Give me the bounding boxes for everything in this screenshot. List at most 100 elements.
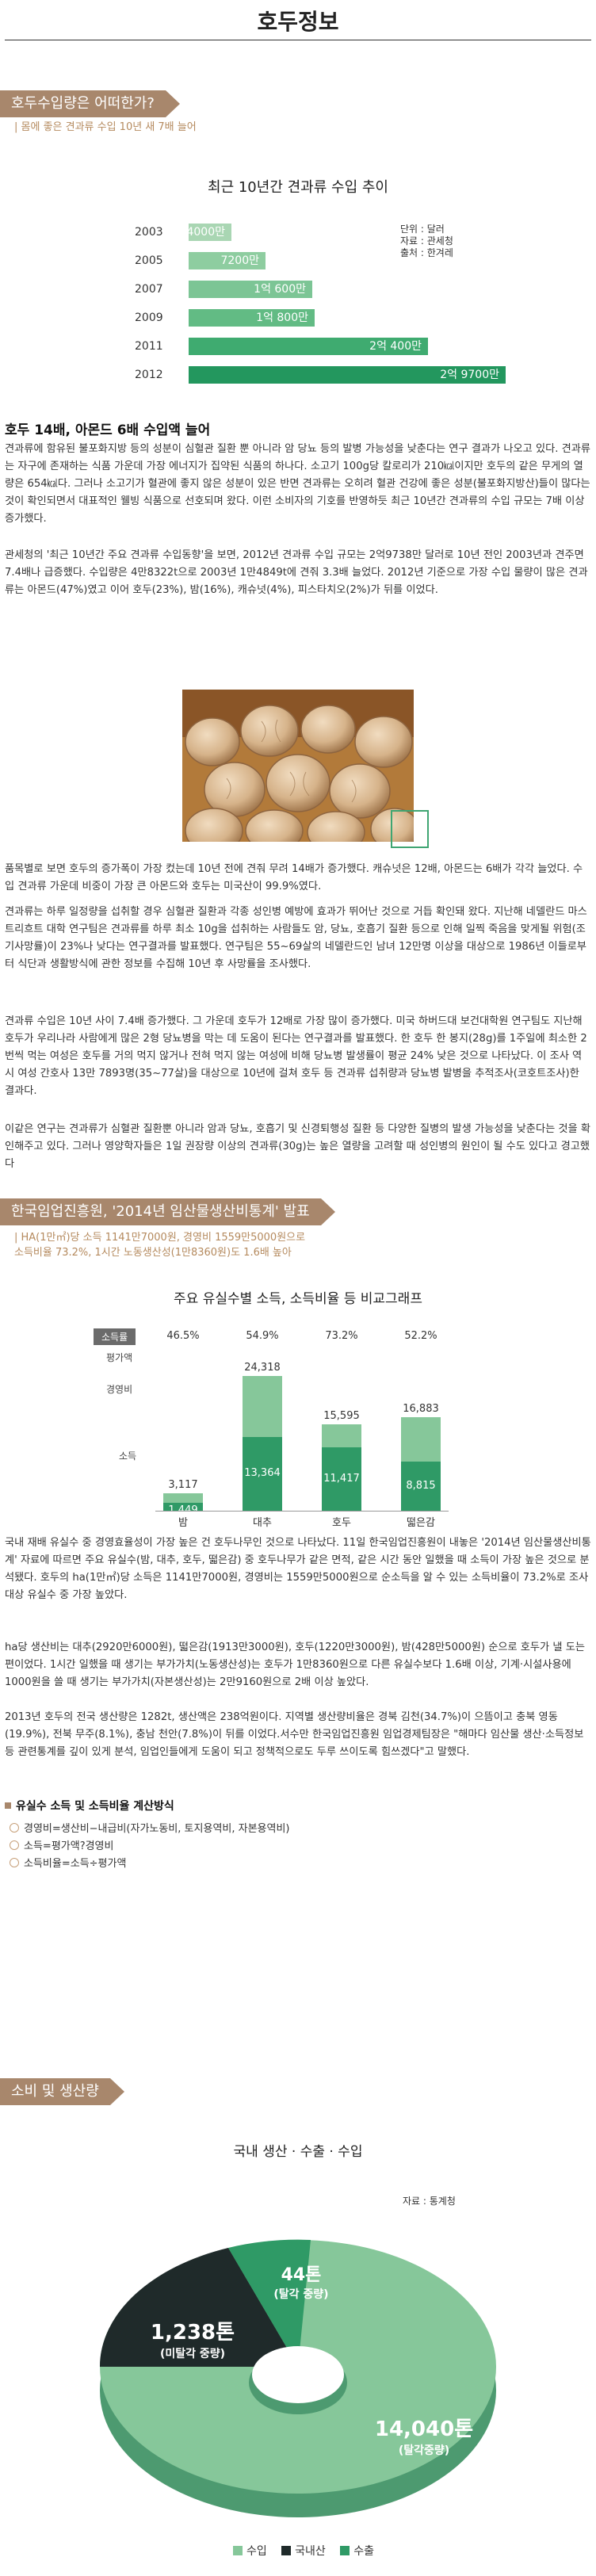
income-value: 13,364 xyxy=(244,1467,281,1479)
import-note: (탈각중량) xyxy=(398,2444,450,2457)
income-value: 1,449 xyxy=(168,1504,198,1516)
import-bar-year: 2012 xyxy=(135,369,163,381)
article-heading: 호두 14배, 아몬드 6배 수입액 늘어 xyxy=(5,422,211,438)
method-item: 소득=평가액?경영비 xyxy=(10,1837,113,1852)
import-value: 14,040톤 xyxy=(374,2417,474,2441)
legend-swatch-export xyxy=(340,2546,350,2555)
square-bullet-icon xyxy=(5,1802,11,1809)
legend-swatch-import xyxy=(232,2546,243,2555)
baseline xyxy=(155,1511,449,1512)
import-bar-year: 2007 xyxy=(135,283,163,296)
cost-axis-label: 경영비 xyxy=(106,1384,133,1395)
category-label: 대추 xyxy=(253,1517,272,1529)
import-bar-year: 2011 xyxy=(135,340,163,353)
article-paragraph: 국내 재배 유실수 중 경영효율성이 가장 높은 건 호두나무인 것으로 나타났… xyxy=(5,1537,591,1601)
import-bar-value: 4000만 xyxy=(186,226,225,239)
method-item-text: 소득비율=소득÷평가액 xyxy=(24,1858,127,1870)
walnut-photo xyxy=(182,690,414,842)
import-bar-value: 2억 9700만 xyxy=(440,369,499,381)
income-value: 8,815 xyxy=(406,1480,436,1492)
donut-chart-title: 국내 생산 · 수출 · 수입 xyxy=(233,2144,363,2160)
cost-segment xyxy=(401,1417,441,1462)
section-heading-production: 소비 및 생산량 xyxy=(0,2078,124,2105)
income-value: 11,417 xyxy=(323,1473,360,1485)
photo-frame-accent xyxy=(391,810,429,848)
donut-chart xyxy=(0,2172,596,2536)
import-chart-source: 자료 : 관세청 xyxy=(400,235,453,247)
article-paragraph: 견과류는 하루 일정량을 섭취할 경우 심혈관 질환과 각종 성인병 예방에 효… xyxy=(5,906,587,970)
import-bar: 1억 800만 xyxy=(189,309,315,327)
income-rate: 54.9% xyxy=(246,1330,279,1342)
total-axis-label: 평가액 xyxy=(106,1352,133,1363)
income-segment xyxy=(401,1462,441,1511)
cost-segment xyxy=(243,1376,282,1437)
article-paragraph: 견과류에 함유된 불포화지방 등의 성분이 심혈관 질환 뿐 아니라 암 당뇨 … xyxy=(5,443,590,525)
total-value: 3,117 xyxy=(168,1479,198,1491)
circle-bullet-icon xyxy=(10,1840,19,1850)
section-subtitle-report-2: 소득비율 73.2%, 1시간 노동생산성(1만8360원)도 1.6배 높아 xyxy=(14,1247,292,1259)
import-bar-year: 2003 xyxy=(135,226,163,239)
circle-bullet-icon xyxy=(10,1858,19,1867)
income-axis-label: 소득 xyxy=(119,1450,137,1462)
section-heading-import: 호두수입량은 어떠한가? xyxy=(0,90,180,117)
section-heading-report: 한국임업진흥원, '2014년 임산물생산비통계' 발표 xyxy=(0,1198,335,1225)
export-label: 44톤 (탈각 중량) xyxy=(262,2261,341,2302)
income-segment xyxy=(163,1503,203,1511)
donut-legend: 수입 국내산 수출 xyxy=(0,2543,596,2559)
import-bar-value: 1억 600만 xyxy=(254,283,306,296)
page-title: 호두정보 xyxy=(257,9,339,35)
income-segment xyxy=(322,1447,361,1511)
category-label: 호두 xyxy=(332,1517,351,1529)
total-value: 24,318 xyxy=(244,1362,281,1374)
legend-label-domestic: 국내산 xyxy=(295,2545,326,2558)
import-bar: 2억 400만 xyxy=(189,338,428,355)
category-label: 떫은감 xyxy=(407,1517,435,1529)
income-segment xyxy=(243,1437,282,1511)
domestic-note: (미탈각 중량) xyxy=(159,2348,226,2360)
method-item: 소득비율=소득÷평가액 xyxy=(10,1855,126,1870)
income-rate: 73.2% xyxy=(325,1330,358,1342)
import-bar: 4000만 xyxy=(186,224,231,241)
method-item-text: 경영비=생산비−내급비(자가노동비, 토지용역비, 자본용역비) xyxy=(24,1823,290,1835)
export-value: 44톤 xyxy=(281,2265,322,2285)
method-heading-text: 유실수 소득 및 소득비율 계산방식 xyxy=(16,1800,174,1813)
cost-segment xyxy=(322,1424,361,1447)
import-bar: 7200만 xyxy=(189,252,266,269)
import-label: 14,040톤 (탈각중량) xyxy=(365,2413,483,2458)
import-bar-value: 2억 400만 xyxy=(369,340,422,353)
domestic-value: 1,238톤 xyxy=(150,2321,235,2345)
income-rate: 46.5% xyxy=(166,1330,200,1342)
article-paragraph: 이같은 연구는 견과류가 심혈관 질환뿐 아니라 암과 당뇨, 호흡기 및 신경… xyxy=(5,1123,590,1170)
import-chart-meta: 단위 : 달러 자료 : 관세청 출처 : 한겨레 xyxy=(400,224,453,259)
category-label: 밤 xyxy=(178,1517,188,1529)
total-value: 15,595 xyxy=(323,1410,360,1422)
section-subtitle-report-1: | HA(1만㎡)당 소득 1141만7000원, 경영비 1559만5000원… xyxy=(14,1232,306,1244)
import-bar-value: 7200만 xyxy=(220,254,259,267)
import-chart-unit: 단위 : 달러 xyxy=(400,224,445,235)
stack-chart-title: 주요 유실수별 소득, 소득비율 등 비교그래프 xyxy=(174,1291,422,1307)
article-paragraph: 품목별로 보면 호두의 증가폭이 가장 컸는데 10년 전에 견줘 무려 14배… xyxy=(5,863,583,892)
import-bar-value: 1억 800만 xyxy=(256,311,308,324)
import-bar-year: 2005 xyxy=(135,254,163,267)
import-bar: 1억 600만 xyxy=(189,281,312,298)
method-heading: 유실수 소득 및 소득비율 계산방식 xyxy=(5,1798,174,1814)
legend-label-export: 수출 xyxy=(353,2545,375,2558)
income-rate: 52.2% xyxy=(404,1330,437,1342)
article-paragraph: 견과류 수입은 10년 사이 7.4배 증가했다. 그 가운데 호두가 12배로… xyxy=(5,1015,587,1097)
domestic-label: 1,238톤 (미탈각 중량) xyxy=(141,2316,244,2361)
circle-bullet-icon xyxy=(10,1823,19,1833)
total-value: 16,883 xyxy=(403,1403,439,1415)
donut-chart-source: 자료 : 통계청 xyxy=(403,2196,456,2207)
legend-label-import: 수입 xyxy=(246,2545,267,2558)
legend-swatch-domestic xyxy=(281,2546,292,2555)
import-bar-year: 2009 xyxy=(135,311,163,324)
article-paragraph: ha당 생산비는 대추(2920만6000원), 떫은감(1913만3000원)… xyxy=(5,1642,585,1688)
method-item: 경영비=생산비−내급비(자가노동비, 토지용역비, 자본용역비) xyxy=(10,1820,290,1835)
export-note: (탈각 중량) xyxy=(273,2288,329,2301)
import-bar: 2억 9700만 xyxy=(189,366,506,384)
cost-segment xyxy=(163,1493,203,1503)
import-chart-title: 최근 10년간 견과류 수입 추이 xyxy=(208,179,388,196)
rate-label-badge: 소득률 xyxy=(94,1328,136,1345)
article-paragraph: 2013년 호두의 전국 생산량은 1282t, 생산액은 238억원이다. 지… xyxy=(5,1711,584,1758)
